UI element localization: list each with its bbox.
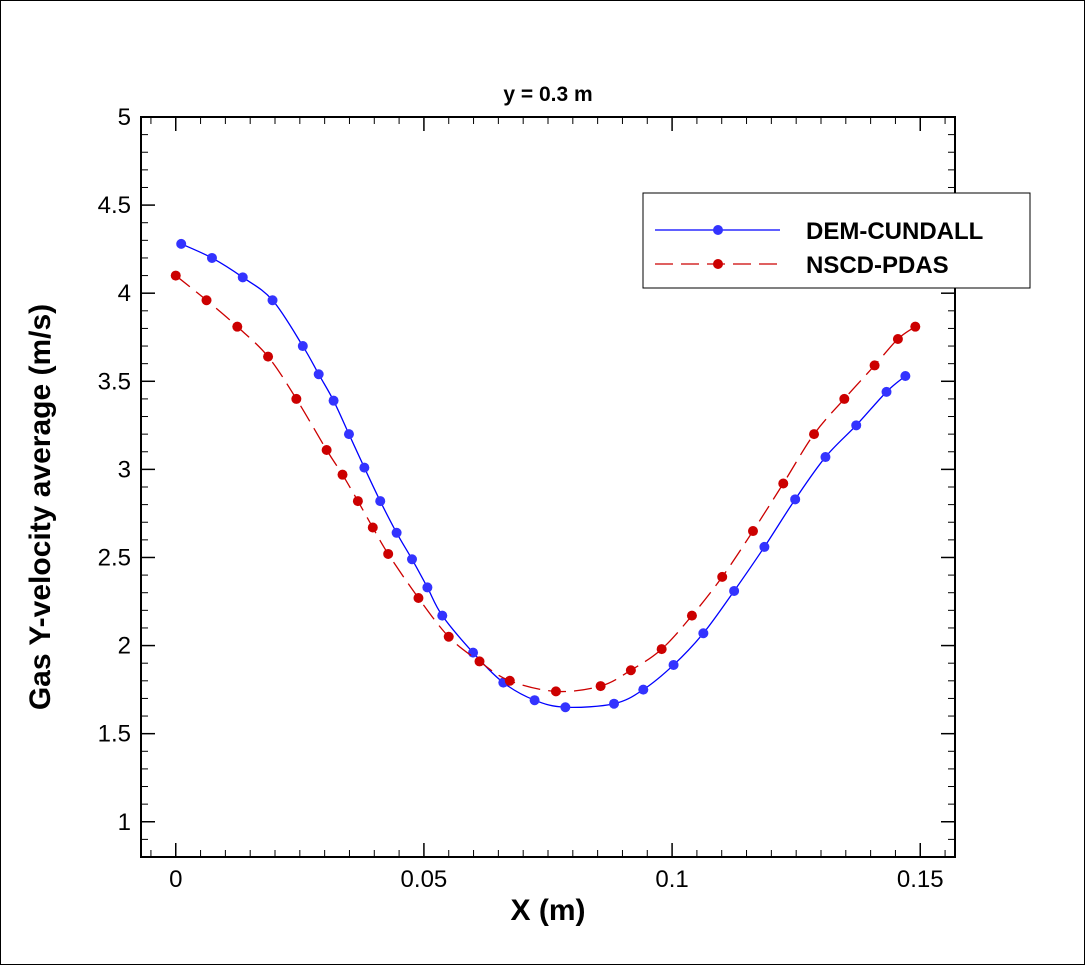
data-point-dem-cundall <box>407 554 418 565</box>
data-point-dem-cundall <box>820 452 831 463</box>
data-point-dem-cundall <box>529 695 540 706</box>
data-point-dem-cundall <box>237 272 248 283</box>
legend-label-dem-cundall: DEM-CUNDALL <box>806 218 983 245</box>
data-point-dem-cundall <box>698 628 709 639</box>
data-point-nscd-pdas <box>595 681 606 692</box>
data-point-dem-cundall <box>391 527 402 538</box>
data-point-nscd-pdas <box>504 675 515 686</box>
data-point-dem-cundall <box>267 295 278 306</box>
data-point-dem-cundall <box>206 252 217 263</box>
y-tick-label: 2.5 <box>98 544 131 571</box>
series-line-dem-cundall <box>180 243 906 709</box>
x-tick-label: 0.1 <box>655 866 688 893</box>
data-point-nscd-pdas <box>869 360 880 371</box>
data-point-nscd-pdas <box>717 571 728 582</box>
data-point-dem-cundall <box>422 582 433 593</box>
data-point-dem-cundall <box>668 659 679 670</box>
data-point-nscd-pdas <box>383 548 394 559</box>
x-tick-label: 0.05 <box>401 866 448 893</box>
data-point-nscd-pdas <box>337 469 348 480</box>
data-point-dem-cundall <box>638 684 649 695</box>
y-tick-label: 1 <box>118 809 131 836</box>
legend-marker-nscd-pdas <box>713 259 723 269</box>
legend: DEM-CUNDALL NSCD-PDAS <box>642 192 1031 289</box>
data-point-dem-cundall <box>851 420 862 431</box>
data-point-nscd-pdas <box>443 631 454 642</box>
data-point-nscd-pdas <box>263 351 274 362</box>
data-point-dem-cundall <box>881 386 892 397</box>
data-point-dem-cundall <box>343 429 354 440</box>
data-point-nscd-pdas <box>291 393 302 404</box>
data-point-dem-cundall <box>375 496 386 507</box>
data-point-dem-cundall <box>609 698 620 709</box>
data-point-dem-cundall <box>359 462 370 473</box>
data-point-nscd-pdas <box>413 593 424 603</box>
y-tick-label: 3.5 <box>98 368 131 395</box>
data-point-nscd-pdas <box>367 522 378 533</box>
data-point-dem-cundall <box>468 647 479 658</box>
data-point-dem-cundall <box>900 371 911 381</box>
y-axis-title: Gas Y-velocity average (m/s) <box>24 304 57 710</box>
data-point-dem-cundall <box>313 369 324 380</box>
series-line-nscd-pdas <box>175 275 916 693</box>
y-tick-label: 5 <box>118 104 131 131</box>
data-point-nscd-pdas <box>474 656 485 667</box>
data-point-dem-cundall <box>297 341 308 352</box>
data-point-nscd-pdas <box>892 334 903 344</box>
x-tick-label: 0 <box>169 866 182 893</box>
series-layer <box>170 238 921 713</box>
data-point-nscd-pdas <box>170 270 181 281</box>
data-point-nscd-pdas <box>747 526 758 537</box>
ticks-layer: 1 1.5 2 2.5 3 3.5 4 4.5 5 0 0.05 0.1 0.15 <box>98 104 955 893</box>
x-axis-title: X (m) <box>511 894 586 927</box>
data-point-dem-cundall <box>560 702 571 713</box>
chart-title: y = 0.3 m <box>503 83 592 106</box>
data-point-nscd-pdas <box>321 445 332 455</box>
x-tick-label: 0.15 <box>897 866 944 893</box>
data-point-dem-cundall <box>328 395 339 406</box>
data-point-nscd-pdas <box>352 496 363 507</box>
legend-box <box>642 192 1031 289</box>
data-point-nscd-pdas <box>778 478 789 489</box>
y-tick-label: 1.5 <box>98 721 131 748</box>
y-tick-label: 4 <box>118 280 131 307</box>
data-point-dem-cundall <box>437 610 448 621</box>
y-tick-label: 4.5 <box>98 192 131 219</box>
data-point-nscd-pdas <box>201 295 212 306</box>
data-point-dem-cundall <box>176 238 187 249</box>
data-point-nscd-pdas <box>625 665 636 676</box>
data-point-nscd-pdas <box>232 321 243 332</box>
data-point-nscd-pdas <box>550 686 561 697</box>
data-point-nscd-pdas <box>910 321 921 332</box>
data-point-dem-cundall <box>759 541 770 552</box>
y-tick-label: 3 <box>118 456 131 483</box>
data-point-dem-cundall <box>790 494 801 505</box>
data-point-nscd-pdas <box>839 393 850 404</box>
legend-label-nscd-pdas: NSCD-PDAS <box>806 252 949 279</box>
data-point-nscd-pdas <box>656 644 667 655</box>
legend-marker-dem-cundall <box>713 225 723 235</box>
data-point-dem-cundall <box>729 585 740 596</box>
data-point-nscd-pdas <box>809 429 820 440</box>
data-point-nscd-pdas <box>686 610 697 621</box>
y-tick-label: 2 <box>118 633 131 660</box>
